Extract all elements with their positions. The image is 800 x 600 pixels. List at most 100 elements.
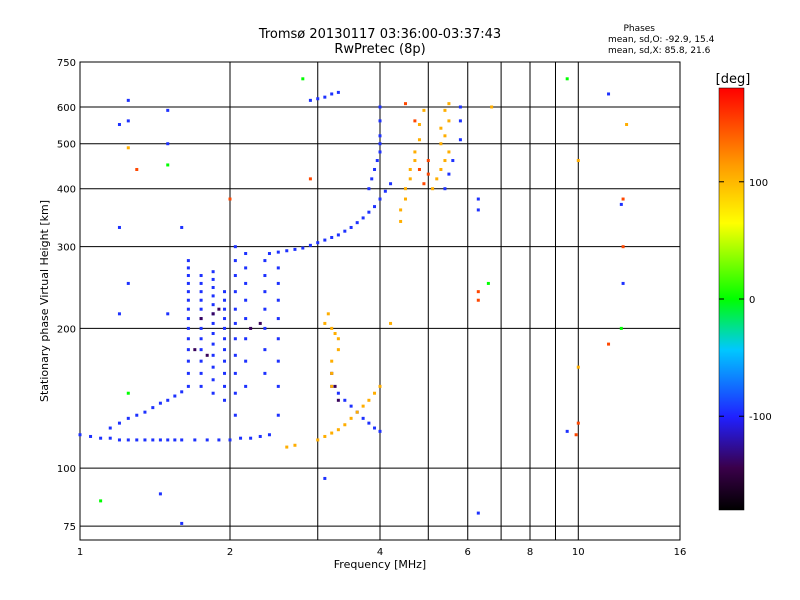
data-point (126, 119, 130, 123)
data-point (375, 159, 379, 163)
data-point (186, 348, 190, 352)
data-point (333, 332, 337, 336)
data-point (370, 177, 374, 181)
data-point (443, 159, 447, 163)
data-point (417, 123, 421, 127)
data-points (78, 77, 629, 525)
data-point (99, 499, 103, 503)
data-point (276, 266, 280, 270)
data-point (316, 438, 320, 442)
data-point (233, 307, 237, 311)
data-point (211, 270, 215, 274)
data-point (239, 436, 243, 440)
data-point (574, 433, 578, 437)
data-point (308, 243, 312, 247)
x-tick-label: 6 (465, 547, 471, 558)
data-point (373, 426, 377, 430)
data-point (244, 359, 248, 363)
data-point (173, 438, 177, 442)
x-axis-label: Frequency [MHz] (334, 558, 426, 571)
data-point (199, 359, 203, 363)
data-point (244, 298, 248, 302)
data-point (199, 281, 203, 285)
data-point (135, 413, 139, 417)
data-point (211, 332, 215, 336)
data-point (117, 123, 121, 127)
data-point (293, 443, 297, 447)
data-point (244, 252, 248, 256)
data-point (403, 187, 407, 191)
colorbar-label: [deg] (716, 72, 751, 87)
data-point (343, 398, 347, 402)
data-point (223, 384, 227, 388)
data-point (361, 416, 365, 420)
data-point (389, 182, 393, 186)
data-point (211, 303, 215, 307)
data-point (276, 413, 280, 417)
data-point (336, 398, 340, 402)
data-point (263, 371, 267, 375)
data-point (447, 172, 451, 176)
data-point (233, 259, 237, 263)
data-point (228, 438, 232, 442)
data-point (336, 337, 340, 341)
data-point (276, 384, 280, 388)
data-point (223, 398, 227, 402)
y-tick-label: 750 (57, 58, 76, 69)
data-point (223, 298, 227, 302)
y-tick-label: 200 (57, 324, 76, 335)
data-point (323, 434, 327, 438)
data-point (413, 119, 417, 123)
data-point (443, 134, 447, 138)
x-tick-label: 10 (572, 547, 585, 558)
data-point (117, 438, 121, 442)
x-tick-label: 2 (227, 547, 233, 558)
data-point (367, 398, 371, 402)
data-point (349, 225, 353, 229)
phases-line-o: mean, sd,O: -92.9, 15.4 (608, 35, 715, 45)
data-point (186, 337, 190, 341)
data-point (211, 391, 215, 395)
data-point (263, 259, 267, 263)
data-point (422, 182, 426, 186)
data-point (476, 511, 480, 515)
data-point (217, 307, 221, 311)
data-point (431, 187, 435, 191)
data-point (435, 177, 439, 181)
data-point (258, 434, 262, 438)
data-point (135, 167, 139, 171)
data-point (336, 391, 340, 395)
data-point (443, 108, 447, 112)
data-point (186, 259, 190, 263)
data-point (78, 433, 82, 437)
data-point (625, 123, 629, 127)
data-point (413, 150, 417, 154)
data-point (158, 401, 162, 405)
data-point (186, 266, 190, 270)
data-point (199, 307, 203, 311)
colorbar-ticks: 100 0 -100 (719, 178, 772, 423)
data-point (336, 90, 340, 94)
data-point (373, 391, 377, 395)
data-point (276, 298, 280, 302)
data-point (180, 521, 184, 525)
data-point (117, 421, 121, 425)
x-tick-label: 16 (674, 547, 687, 558)
data-point (199, 348, 203, 352)
data-point (361, 216, 365, 220)
data-point (403, 197, 407, 201)
y-axis-ticks: 75 100 200 300 400 500 600 750 (57, 58, 76, 533)
data-point (476, 197, 480, 201)
data-point (476, 290, 480, 294)
data-point (126, 416, 130, 420)
data-point (135, 438, 139, 442)
data-point (186, 290, 190, 294)
data-point (285, 445, 289, 449)
data-point (233, 413, 237, 417)
data-point (330, 326, 334, 330)
data-point (211, 321, 215, 325)
data-point (211, 342, 215, 346)
data-point (217, 438, 221, 442)
data-point (186, 384, 190, 388)
data-point (378, 134, 382, 138)
